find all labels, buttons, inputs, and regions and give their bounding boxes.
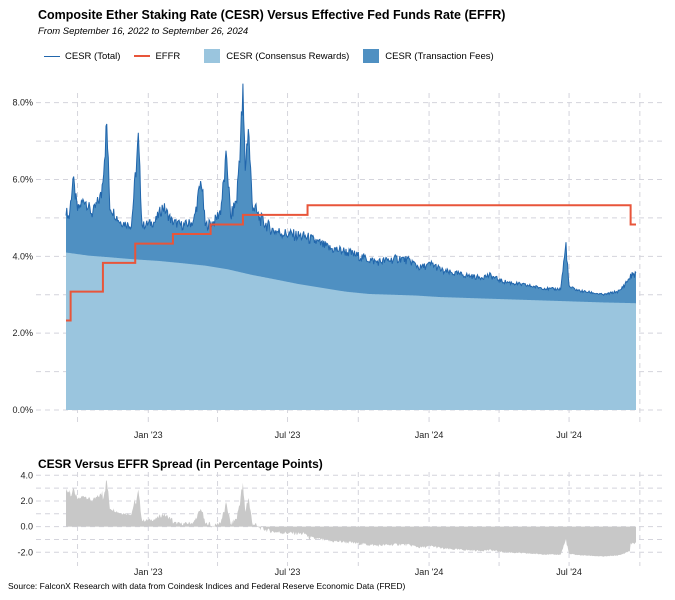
spread-chart-title: CESR Versus EFFR Spread (in Percentage P… [38,457,323,471]
y-tick-label: 2.0% [12,328,33,338]
legend-item-cesr-total: CESR (Total) [44,51,120,62]
legend-item-fees: CESR (Transaction Fees) [363,49,494,63]
x-tick-label: Jan '24 [415,430,444,440]
legend-label-consensus: CESR (Consensus Rewards) [226,50,350,62]
legend-item-effr: EFFR [134,51,180,62]
area-spread [66,480,636,557]
y-tick-label: 4.0% [12,251,33,261]
y-tick-label: 8.0% [12,98,33,108]
spread-y-tick-label: 4.0 [20,470,33,480]
legend-swatch-effr [134,55,151,57]
spread-x-tick-label: Jan '24 [415,567,444,577]
line-cesr-total [65,83,637,297]
y-tick-label: 6.0% [12,175,33,185]
chart-legend: CESR (Total) EFFR CESR (Consensus Reward… [44,49,508,63]
x-tick-label: Jan '23 [134,430,163,440]
legend-swatch-cesr-total [44,55,60,57]
area-consensus-rewards [66,252,636,410]
spread-y-tick-label: 0.0 [20,522,33,532]
x-tick-label: Jul '24 [556,430,582,440]
source-note: Source: FalconX Research with data from … [8,581,406,591]
spread-x-tick-label: Jul '23 [275,567,301,577]
spread-x-tick-label: Jan '23 [134,567,163,577]
legend-label-cesr-total: CESR (Total) [65,50,121,62]
legend-label-fees: CESR (Transaction Fees) [385,50,494,62]
legend-swatch-fees [363,49,380,63]
legend-label-effr: EFFR [155,50,181,62]
main-chart: 0.0% 2.0% 4.0% 6.0% 8.0% Jan '23 Jul '23 Jan '2… [12,83,664,440]
chart-title: Composite Ether Staking Rate (CESR) Vers… [38,8,506,22]
spread-y-tick-label: 2.0 [20,496,33,506]
spread-y-tick-label: -2.0 [17,547,33,557]
y-tick-label: 0.0% [12,405,33,415]
legend-item-consensus: CESR (Consensus Rewards) [204,49,349,63]
legend-swatch-consensus [204,49,221,63]
chart-subtitle: From September 16, 2022 to September 26,… [38,26,249,37]
x-tick-label: Jul '23 [275,430,301,440]
line-effr [66,204,636,322]
spread-x-tick-label: Jul '24 [556,567,582,577]
